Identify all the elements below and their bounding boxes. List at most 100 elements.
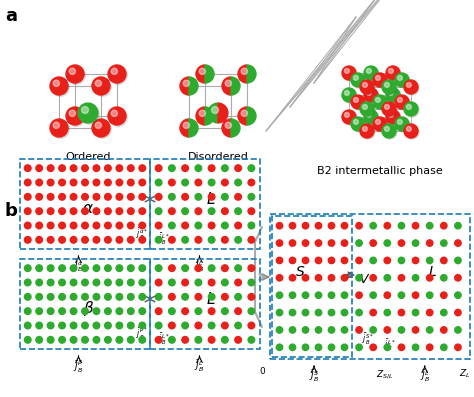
Circle shape [93,179,100,186]
Circle shape [248,279,255,286]
Circle shape [235,179,241,186]
Circle shape [139,279,146,286]
Circle shape [455,275,461,281]
Circle shape [289,292,296,299]
Circle shape [354,97,358,102]
Circle shape [427,292,433,299]
Circle shape [398,240,405,246]
Circle shape [66,107,84,125]
Text: $\bar{j}_B^{L*}$: $\bar{j}_B^{L*}$ [384,337,396,353]
Circle shape [128,237,134,243]
Circle shape [209,293,215,300]
Circle shape [195,265,201,272]
Circle shape [366,112,371,118]
Circle shape [398,309,405,316]
Circle shape [356,275,362,281]
Circle shape [360,102,374,116]
Text: β: β [83,301,92,316]
Circle shape [82,279,88,286]
Circle shape [66,65,84,83]
Circle shape [169,193,175,200]
Circle shape [109,66,128,84]
Circle shape [315,275,322,281]
Circle shape [169,322,175,329]
Circle shape [182,208,189,214]
Circle shape [195,237,201,243]
Circle shape [383,81,397,95]
Circle shape [59,308,65,314]
Circle shape [70,165,77,172]
Wedge shape [222,77,231,95]
Circle shape [209,208,215,214]
Circle shape [441,344,447,351]
Circle shape [289,344,296,351]
Circle shape [315,292,322,299]
Circle shape [427,240,433,246]
Circle shape [82,308,88,314]
Circle shape [116,322,123,329]
Circle shape [302,292,309,299]
Circle shape [82,106,89,114]
Circle shape [354,75,358,80]
Circle shape [93,308,100,314]
Bar [20,159,150,249]
Circle shape [386,66,400,80]
Circle shape [36,322,43,329]
Circle shape [412,275,419,281]
Circle shape [221,337,228,343]
Circle shape [363,83,367,87]
Circle shape [351,95,365,109]
Circle shape [128,222,134,229]
Circle shape [235,237,241,243]
Circle shape [51,120,69,138]
Circle shape [82,237,88,243]
Circle shape [412,240,419,246]
Circle shape [128,337,134,343]
Circle shape [276,327,283,333]
Circle shape [116,237,123,243]
Circle shape [235,308,241,314]
Circle shape [221,265,228,272]
Bar [150,159,260,249]
Circle shape [370,292,376,299]
Circle shape [248,337,255,343]
Circle shape [93,165,100,172]
Circle shape [169,222,175,229]
Circle shape [105,208,111,214]
Circle shape [105,293,111,300]
Circle shape [398,119,402,124]
Circle shape [341,240,348,246]
Circle shape [289,309,296,316]
Circle shape [328,222,335,229]
Circle shape [276,292,283,299]
Circle shape [47,222,54,229]
Circle shape [366,91,371,95]
Circle shape [50,119,68,137]
Circle shape [155,279,162,286]
Circle shape [70,193,77,200]
Circle shape [183,122,190,129]
Circle shape [209,265,215,272]
Circle shape [128,308,134,314]
Circle shape [25,208,31,214]
Wedge shape [205,65,214,83]
Circle shape [209,222,215,229]
Text: S: S [296,266,304,279]
Circle shape [195,179,201,186]
Circle shape [47,265,54,272]
Circle shape [116,337,123,343]
Circle shape [405,81,419,95]
Circle shape [341,344,348,351]
Text: L: L [428,266,437,279]
Circle shape [387,89,401,103]
Circle shape [25,293,31,300]
Circle shape [169,179,175,186]
Circle shape [36,193,43,200]
Circle shape [111,68,118,75]
Circle shape [195,293,201,300]
Circle shape [427,275,433,281]
Circle shape [373,73,387,87]
Circle shape [343,111,357,125]
Circle shape [365,111,379,125]
Circle shape [116,165,123,172]
